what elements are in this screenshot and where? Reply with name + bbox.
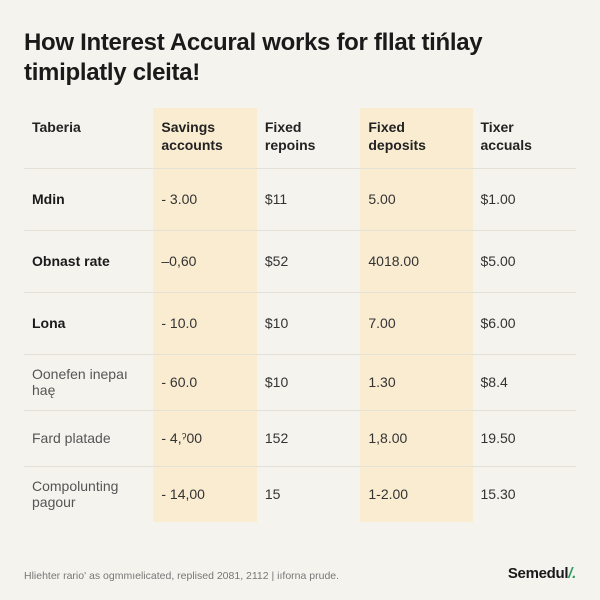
cell: $10 bbox=[257, 354, 361, 410]
brand-text: Semedul bbox=[508, 565, 568, 582]
cell: 1.30 bbox=[360, 354, 472, 410]
table-row: Compolunting pagour - 14,00 15 1-2.00 15… bbox=[24, 466, 576, 522]
cell: 15 bbox=[257, 466, 361, 522]
table-row: Obnast rate –0,60 $52 4018.00 $5.00 bbox=[24, 230, 576, 292]
cell: $6.00 bbox=[473, 292, 577, 354]
cell: 4018.00 bbox=[360, 230, 472, 292]
table-row: Lona - 10.0 $10 7.00 $6.00 bbox=[24, 292, 576, 354]
cell: - 10.0 bbox=[153, 292, 257, 354]
cell: 5.00 bbox=[360, 168, 472, 230]
page-title: How Interest Accural works for fllat tiń… bbox=[24, 28, 576, 88]
cell: $8.4 bbox=[473, 354, 577, 410]
col-header: Savings accounts bbox=[153, 108, 257, 168]
interest-table: Taberia Savings accounts Fixed repoins F… bbox=[24, 108, 576, 522]
row-label: Obnast rate bbox=[24, 230, 153, 292]
col-header: Taberia bbox=[24, 108, 153, 168]
cell: $52 bbox=[257, 230, 361, 292]
cell: $11 bbox=[257, 168, 361, 230]
table-row: Fard platade - 4,ˀ00 152 1,8.00 19.50 bbox=[24, 410, 576, 466]
col-header: Fixed repoins bbox=[257, 108, 361, 168]
cell: 19.50 bbox=[473, 410, 577, 466]
cell: 152 bbox=[257, 410, 361, 466]
row-label: Compolunting pagour bbox=[24, 466, 153, 522]
cell: 7.00 bbox=[360, 292, 472, 354]
footnote: Hliehter rario' as ogmmıelicated, replis… bbox=[24, 570, 339, 582]
cell: - 4,ˀ00 bbox=[153, 410, 257, 466]
row-label: Oonefen inepaı haę bbox=[24, 354, 153, 410]
cell: - 14,00 bbox=[153, 466, 257, 522]
footer: Hliehter rario' as ogmmıelicated, replis… bbox=[24, 565, 576, 582]
cell: $1.00 bbox=[473, 168, 577, 230]
table-row: Mdin - 3.00 $11 5.00 $1.00 bbox=[24, 168, 576, 230]
row-label: Lona bbox=[24, 292, 153, 354]
cell: 1-2.00 bbox=[360, 466, 472, 522]
row-label: Mdin bbox=[24, 168, 153, 230]
cell: –0,60 bbox=[153, 230, 257, 292]
cell: 15.30 bbox=[473, 466, 577, 522]
brand-accent: /. bbox=[568, 565, 576, 582]
cell: - 3.00 bbox=[153, 168, 257, 230]
cell: - 60.0 bbox=[153, 354, 257, 410]
table-header-row: Taberia Savings accounts Fixed repoins F… bbox=[24, 108, 576, 168]
col-header: Fixed deposits bbox=[360, 108, 472, 168]
cell: $10 bbox=[257, 292, 361, 354]
cell: $5.00 bbox=[473, 230, 577, 292]
brand-logo: Semedul/. bbox=[508, 565, 576, 582]
cell: 1,8.00 bbox=[360, 410, 472, 466]
table-row: Oonefen inepaı haę - 60.0 $10 1.30 $8.4 bbox=[24, 354, 576, 410]
row-label: Fard platade bbox=[24, 410, 153, 466]
col-header: Tixer accuals bbox=[473, 108, 577, 168]
